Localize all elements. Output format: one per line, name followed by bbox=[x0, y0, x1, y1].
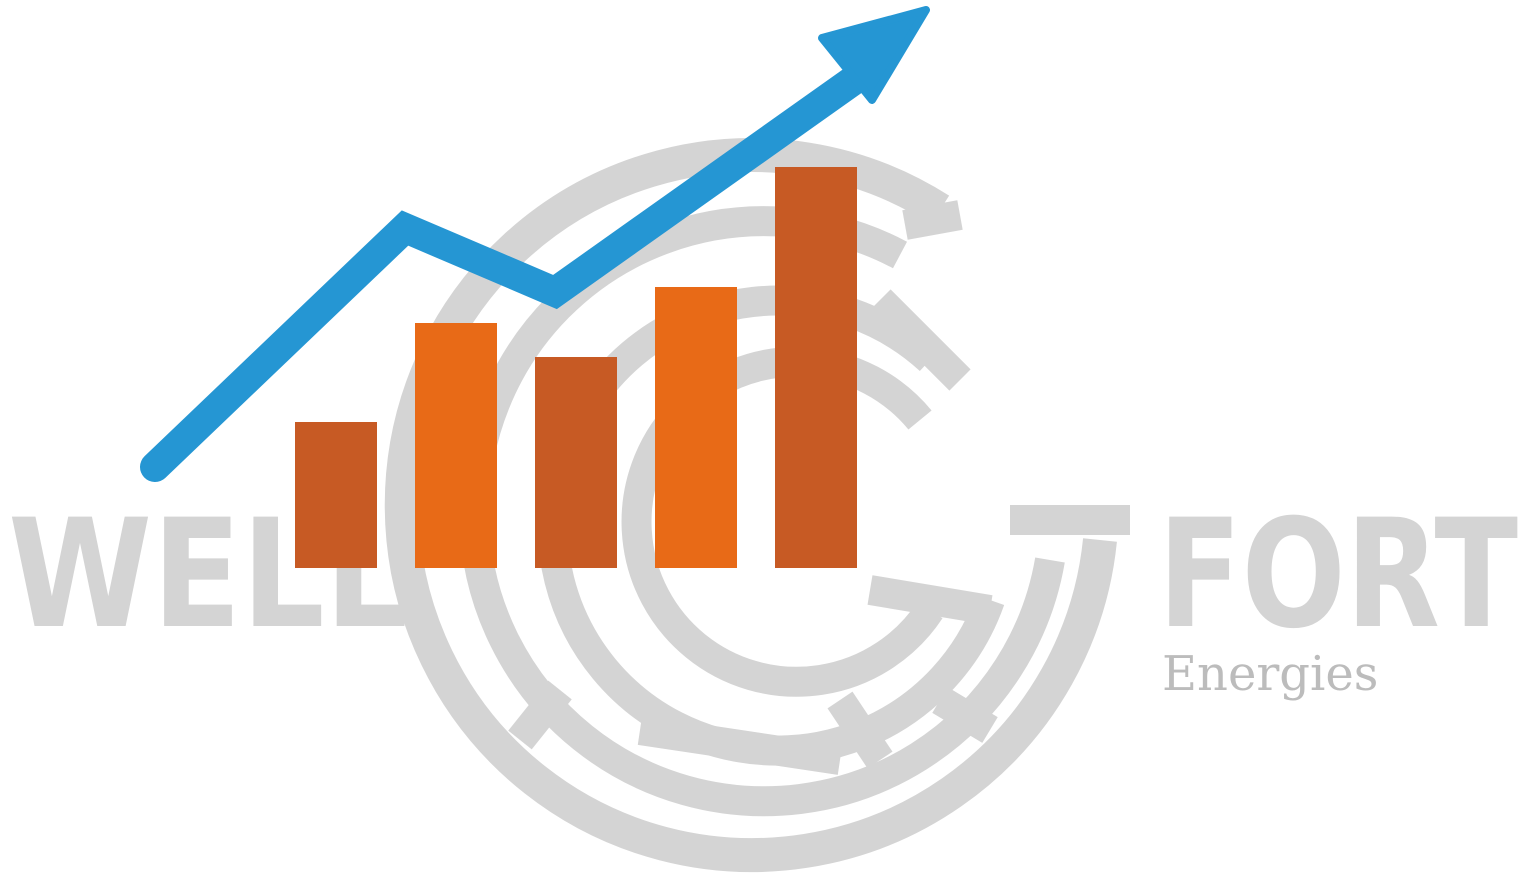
maze-connector-1 bbox=[902, 200, 963, 240]
logo-word-right: FORT bbox=[1158, 488, 1518, 662]
bar-3 bbox=[535, 357, 617, 568]
maze-connector-6 bbox=[827, 691, 893, 769]
bar-1 bbox=[295, 422, 377, 568]
maze-connector-3 bbox=[867, 575, 993, 625]
maze-connector-4 bbox=[508, 680, 572, 750]
rising-trend-arrow-icon bbox=[140, 6, 930, 482]
bar-group bbox=[295, 167, 857, 568]
bar-4 bbox=[655, 287, 737, 568]
trend-line bbox=[140, 55, 883, 482]
maze-connector-5 bbox=[637, 715, 843, 775]
trend-arrowhead bbox=[818, 6, 930, 104]
bar-5 bbox=[775, 167, 857, 568]
maze-emblem bbox=[384, 138, 1130, 873]
maze-connector-2 bbox=[869, 289, 971, 391]
maze-ring-2 bbox=[459, 206, 1065, 817]
bar-2 bbox=[415, 323, 497, 568]
maze-connector-8 bbox=[932, 687, 998, 743]
maze-ring-outer bbox=[384, 138, 1117, 873]
logo-tagline: Energies bbox=[1162, 646, 1378, 702]
